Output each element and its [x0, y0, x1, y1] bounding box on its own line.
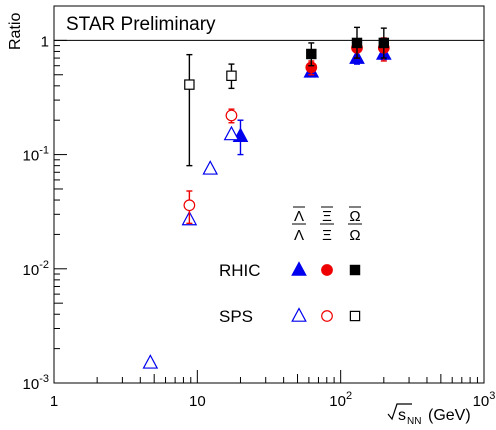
data-point — [142, 354, 159, 369]
legend-marker — [349, 310, 361, 322]
data-point — [378, 37, 390, 49]
legend-marker — [291, 261, 307, 276]
data-point — [183, 199, 196, 212]
data-point — [184, 79, 195, 90]
y-tick-label: 10-1 — [23, 145, 49, 165]
legend-row-label: SPS — [219, 307, 253, 326]
data-point — [223, 125, 240, 141]
legend-column-denominator: Ω — [349, 227, 360, 244]
plot-frame — [53, 5, 485, 384]
legend-marker — [321, 264, 333, 276]
x-axis-label-main: s — [398, 407, 406, 424]
data-layer — [142, 26, 392, 369]
x-axis-label: s NN (GeV) — [387, 403, 471, 427]
y-tick-label: 10-3 — [23, 373, 49, 393]
legend-row-label: RHIC — [219, 261, 261, 280]
data-point — [351, 37, 363, 49]
x-tick-label: 103 — [473, 390, 496, 410]
x-tick-label: 1 — [50, 393, 58, 410]
legend-marker — [349, 264, 361, 276]
legend-column-denominator: Λ — [294, 227, 304, 244]
legend-marker — [321, 310, 333, 322]
x-tick-label: 10 — [189, 393, 206, 410]
y-axis-label: Ratio — [7, 13, 24, 50]
x-axis-label-unit: (GeV) — [428, 407, 471, 424]
x-tick-label: 102 — [329, 390, 352, 410]
data-point — [202, 160, 219, 175]
sqrt-sign — [387, 403, 412, 421]
legend-column-numerator: Λ — [294, 208, 304, 225]
legend-marker — [291, 307, 307, 322]
y-tick-label: 1 — [41, 33, 49, 50]
axes-layer: 1 10 102 103 1 10-1 10-2 10-3 — [23, 5, 496, 410]
data-point — [225, 109, 238, 122]
data-point — [226, 70, 237, 81]
chart-title: STAR Preliminary — [66, 14, 216, 35]
y-tick-label: 10-2 — [23, 259, 49, 279]
legend-column-numerator: Ξ — [322, 208, 332, 225]
legend-column-denominator: Ξ — [322, 227, 332, 244]
x-axis-label-subscript: NN — [407, 416, 421, 427]
data-point — [306, 48, 317, 60]
legend-column-numerator: Ω — [349, 208, 360, 225]
